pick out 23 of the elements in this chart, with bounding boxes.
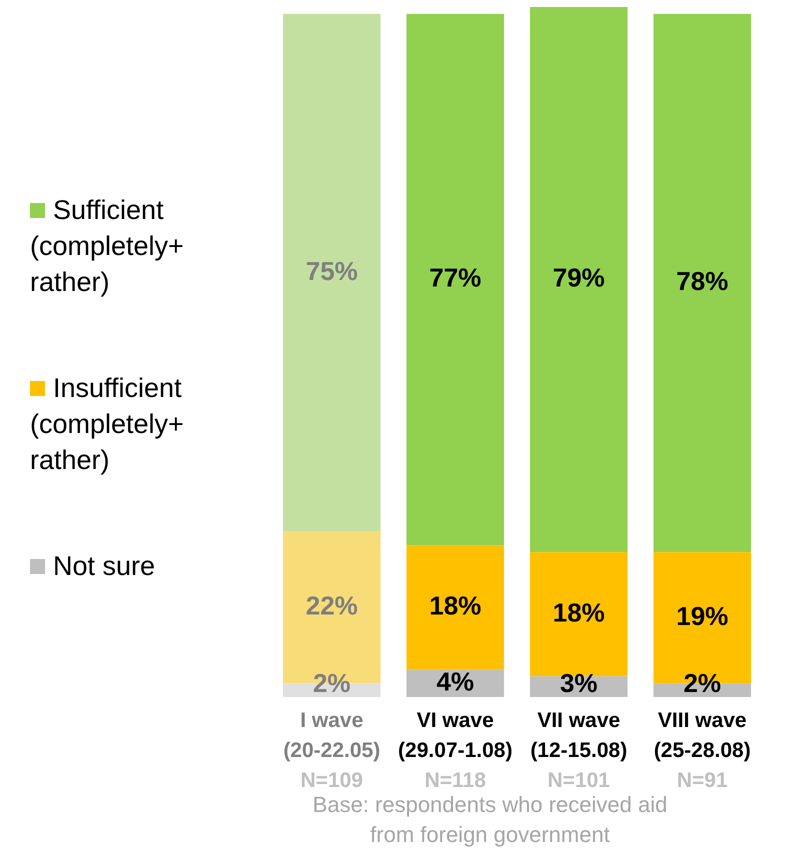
data-label: 75%: [306, 256, 358, 286]
data-label: 3%: [560, 668, 598, 698]
x-tick-label: VII wave (12-15.08) N=101: [530, 708, 628, 792]
bar: [530, 7, 628, 552]
x-tick-label: I wave (20-22.05) N=109: [283, 708, 380, 792]
legend-label: Not sure: [52, 550, 156, 583]
data-label: 78%: [676, 266, 728, 296]
data-label: 77%: [429, 262, 482, 293]
bar: [282, 14, 381, 532]
data-label: 22%: [306, 590, 358, 620]
legend-label: Sufficient (completely+ rather): [30, 194, 185, 299]
x-tick-label: VI wave (29.07-1.08) N=118: [398, 708, 512, 792]
data-label: 19%: [676, 600, 728, 631]
bar: [406, 545, 504, 670]
bar: [406, 14, 504, 546]
text: Base: respondents who received aid from foreign government: [312, 791, 668, 849]
data-label: 79%: [552, 262, 605, 293]
legend-label: Insufficient (completely+ rather): [30, 372, 185, 477]
data-label: 18%: [552, 597, 605, 628]
data-label: 4%: [436, 666, 474, 696]
data-label: 18%: [429, 590, 482, 620]
bar: [653, 14, 752, 552]
x-tick-label: VIII wave (25-28.08) N=91: [654, 708, 751, 792]
